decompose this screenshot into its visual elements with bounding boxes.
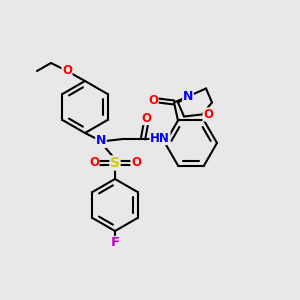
Text: O: O <box>89 157 99 169</box>
Text: O: O <box>131 157 141 169</box>
Text: N: N <box>96 134 106 148</box>
Text: F: F <box>110 236 120 250</box>
Text: N: N <box>183 90 193 103</box>
Text: HN: HN <box>150 131 170 145</box>
Text: O: O <box>62 64 72 77</box>
Text: O: O <box>203 108 213 121</box>
Text: O: O <box>141 112 151 124</box>
Text: O: O <box>148 94 158 107</box>
Text: S: S <box>110 156 120 170</box>
